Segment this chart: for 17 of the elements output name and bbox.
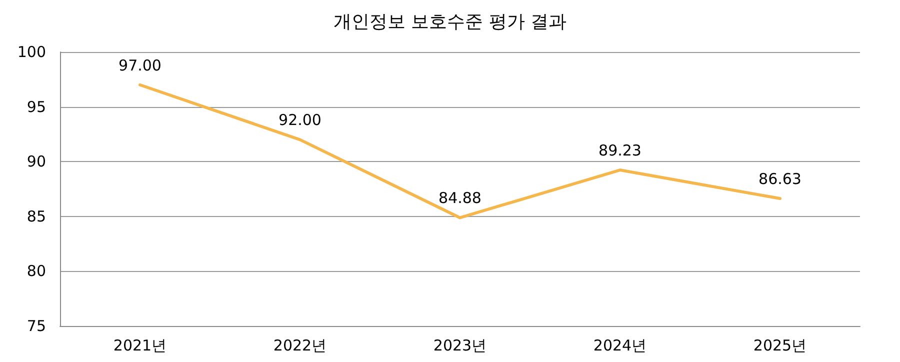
x-tick-label: 2025년 (753, 336, 807, 354)
data-label: 92.00 (278, 111, 322, 130)
data-label: 86.63 (758, 170, 802, 188)
x-tick-label: 2023년 (433, 336, 487, 354)
data-label: 89.23 (598, 142, 642, 160)
x-tick-label: 2021년 (113, 336, 167, 354)
y-tick-label: 85 (26, 207, 46, 226)
x-tick-label: 2022년 (273, 336, 327, 354)
x-tick-label: 2024년 (593, 336, 647, 354)
y-tick-label: 80 (26, 262, 46, 280)
data-label: 97.00 (118, 56, 162, 74)
data-label: 84.88 (438, 189, 482, 208)
y-tick-label: 95 (26, 98, 46, 116)
chart-title: 개인정보 보호수준 평가 결과 (333, 12, 567, 32)
y-tick-label: 75 (26, 317, 46, 335)
y-tick-label: 90 (26, 152, 46, 171)
y-tick-label: 100 (17, 43, 46, 61)
